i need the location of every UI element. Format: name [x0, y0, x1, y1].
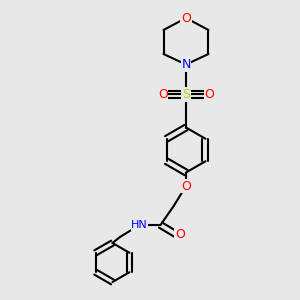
Text: O: O [181, 11, 191, 25]
Text: S: S [182, 88, 190, 101]
Text: O: O [181, 179, 191, 193]
Text: O: O [175, 227, 185, 241]
Text: O: O [158, 88, 168, 101]
Text: N: N [181, 58, 191, 71]
Text: HN: HN [131, 220, 148, 230]
Text: O: O [204, 88, 214, 101]
